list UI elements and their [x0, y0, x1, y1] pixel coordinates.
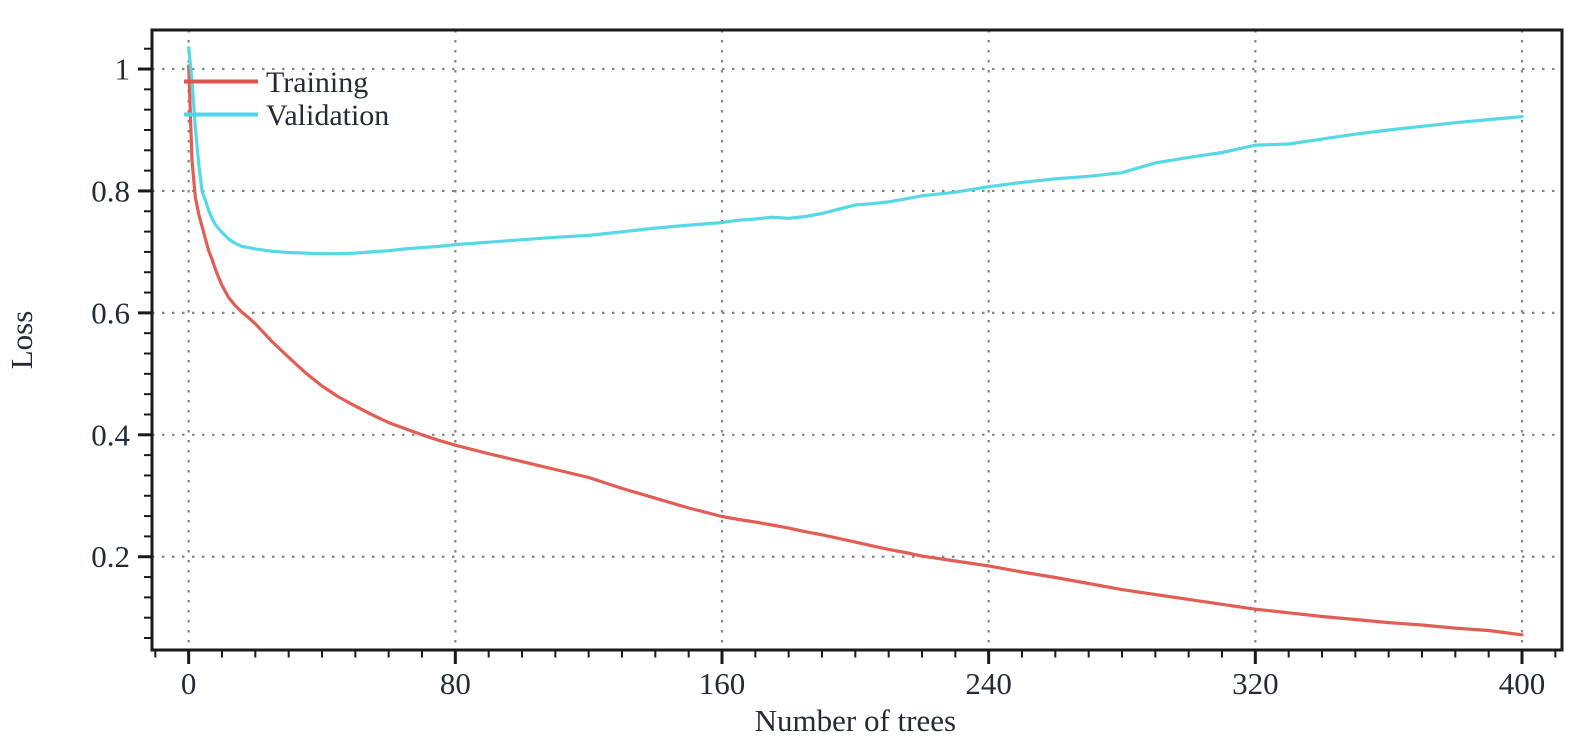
x-axis-title: Number of trees [755, 703, 956, 738]
y-tick-label: 0.8 [91, 173, 130, 208]
y-tick-label: 0.4 [91, 417, 130, 452]
y-tick-label: 0.2 [91, 539, 130, 574]
legend-item-validation: Validation [184, 99, 389, 132]
plot-frame [150, 28, 1564, 652]
y-tick-label: 0.6 [91, 295, 130, 330]
x-tick-label: 80 [440, 666, 471, 701]
x-tick-label: 160 [699, 666, 746, 701]
y-axis-title: Loss [4, 311, 39, 370]
legend-label-training: Training [266, 66, 368, 99]
x-tick-label: 0 [181, 666, 197, 701]
x-tick-label: 240 [965, 666, 1012, 701]
x-tick-label: 320 [1232, 666, 1279, 701]
validation-curve [187, 46, 1524, 256]
training-curve [187, 64, 1524, 637]
x-tick-label: 400 [1499, 666, 1546, 701]
legend-item-training: Training [184, 66, 368, 99]
y-tick-label: 1 [115, 52, 131, 87]
legend-label-validation: Validation [266, 99, 389, 132]
